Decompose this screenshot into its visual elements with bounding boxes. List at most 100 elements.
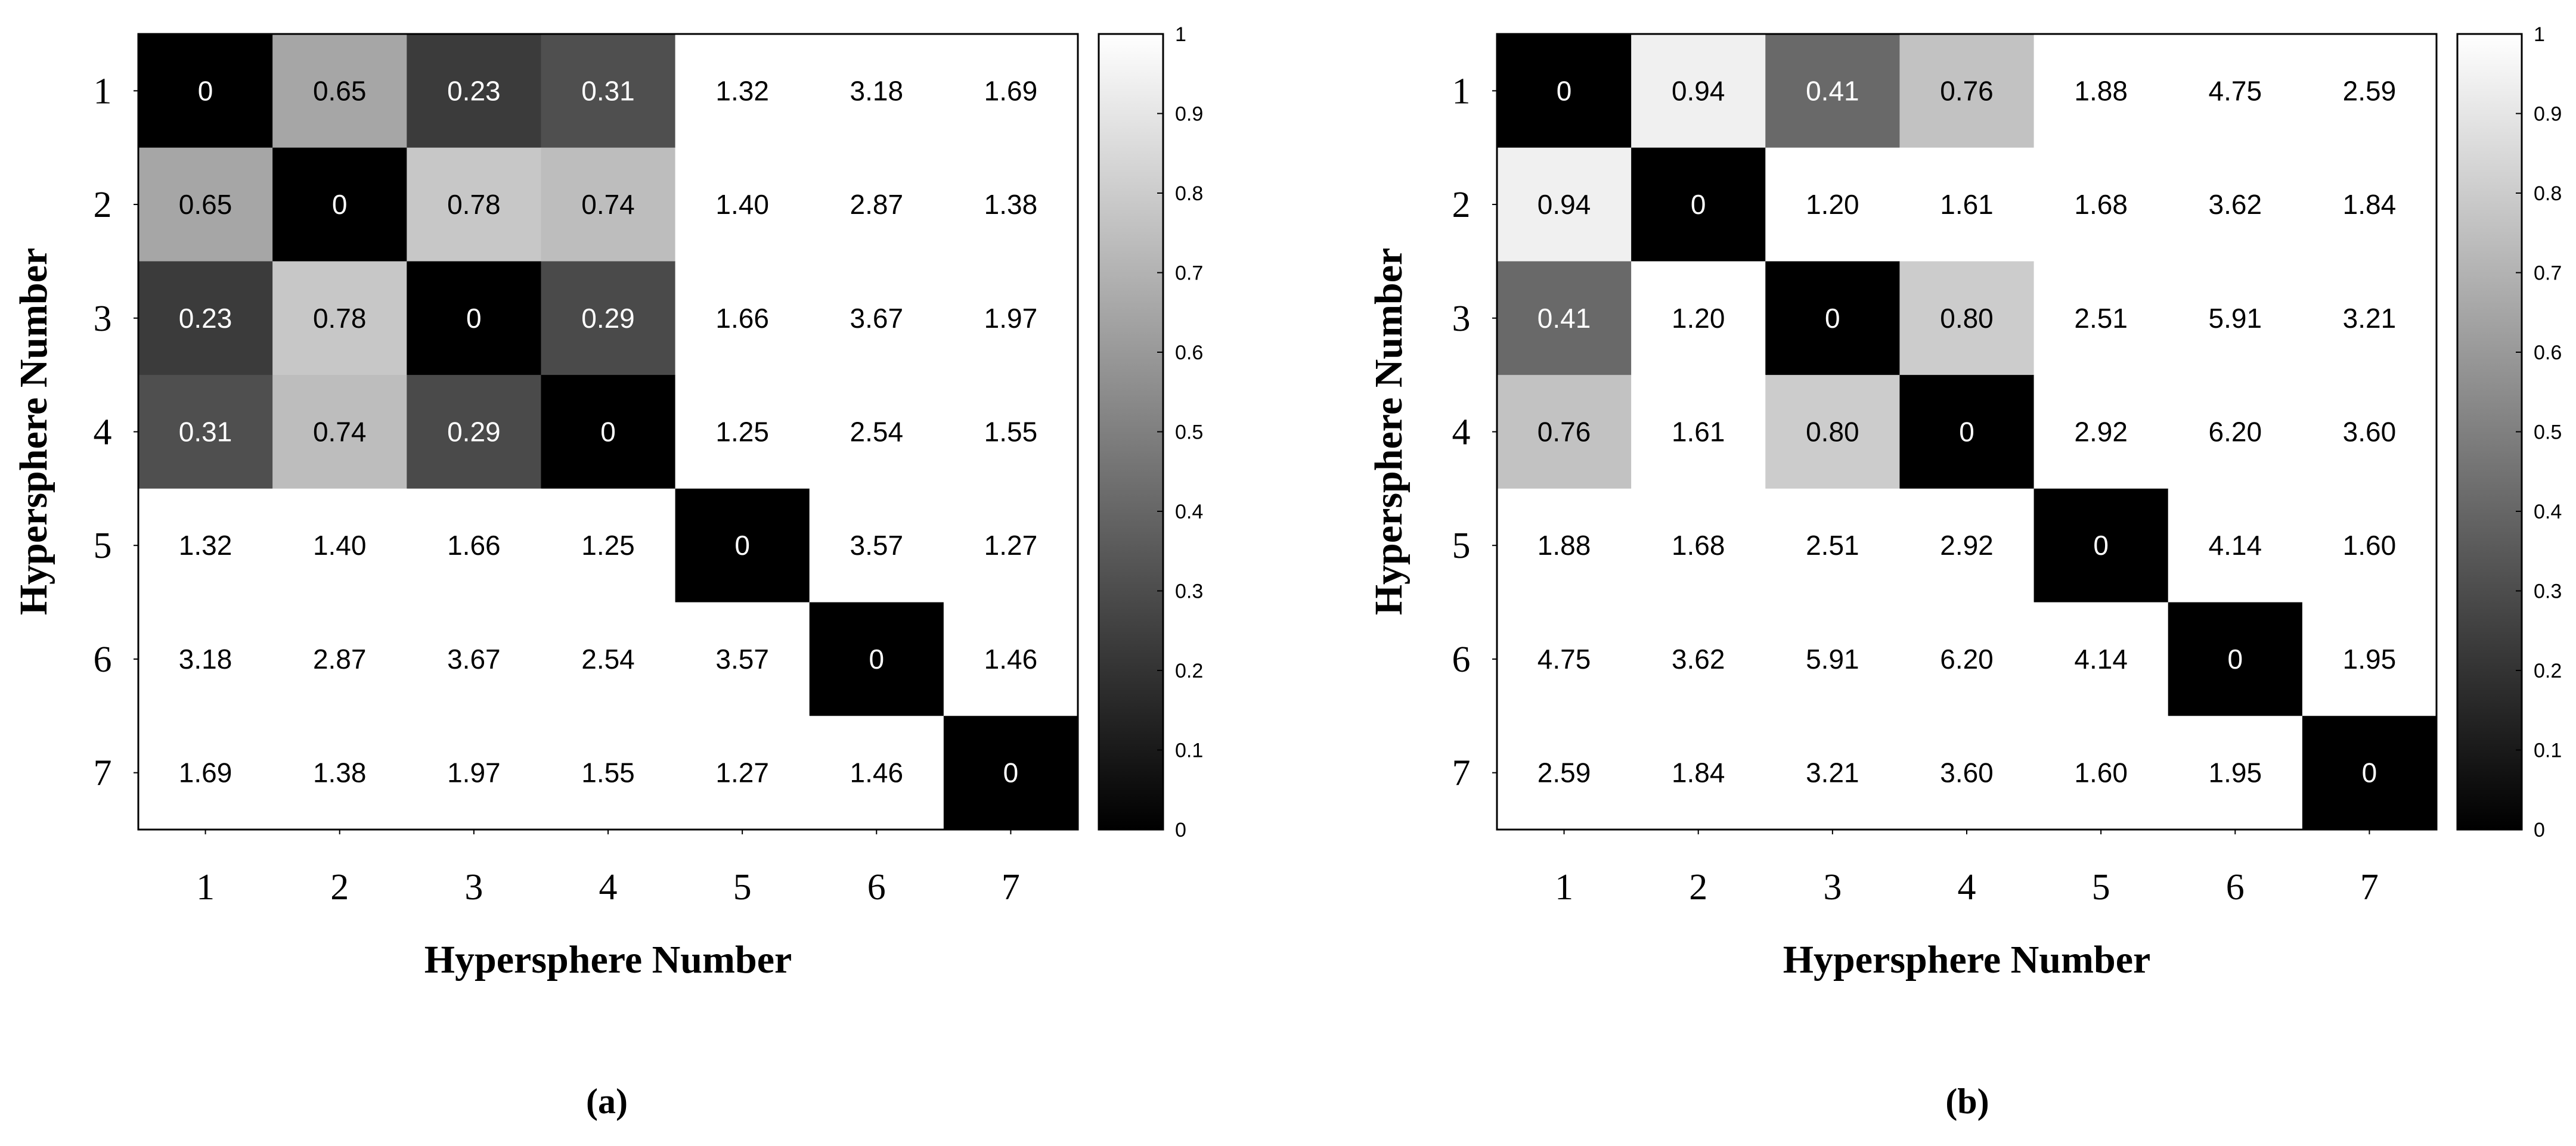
heatmap-cell bbox=[1765, 602, 1901, 716]
heatmap-cell bbox=[2302, 147, 2437, 262]
cell-value-label: 1.46 bbox=[850, 757, 904, 788]
x-tick-label: 2 bbox=[1689, 867, 1707, 908]
colorbar-tick-label: 0.8 bbox=[2534, 182, 2562, 205]
y-tick-label: 3 bbox=[94, 299, 112, 339]
heatmap-cell bbox=[541, 375, 676, 489]
cell-value-label: 1.88 bbox=[1537, 530, 1591, 561]
cell-value-label: 5.91 bbox=[1806, 644, 1859, 675]
cell-value-label: 0.23 bbox=[179, 303, 233, 334]
colorbar-tick-label: 0 bbox=[1175, 819, 1186, 841]
colorbar-a bbox=[1098, 33, 1164, 831]
colorbar-tick-label: 0.7 bbox=[1175, 262, 1203, 285]
heatmap-cell bbox=[1899, 261, 2035, 375]
panel-a: 0 0.65 0.23 0.31 1.32 3.18 1.690.65 0 0.78 0.74 1.… bbox=[12, 23, 1203, 1121]
heatmap-cell bbox=[1497, 375, 1632, 489]
cell-value-label: 5.91 bbox=[2209, 303, 2262, 334]
heatmap-cell bbox=[2033, 716, 2169, 830]
cell-value-label: 1.69 bbox=[984, 75, 1038, 106]
x-tick-label: 4 bbox=[1958, 867, 1976, 908]
cell-value-label: 0.41 bbox=[1537, 303, 1591, 334]
cell-value-label: 1.95 bbox=[2209, 757, 2262, 788]
cell-value-label: 2.87 bbox=[313, 644, 367, 675]
colorbar-a-ticks: 0 0.1 0.2 0.3 0.4 0.5 0.6 0.7 0.8 0.9 1 bbox=[1157, 23, 1203, 841]
cell-value-label: 0 bbox=[600, 417, 616, 448]
cell-value-label: 0 bbox=[1959, 417, 1974, 448]
x-tick-label: 7 bbox=[2360, 867, 2379, 908]
heatmap-cell bbox=[1899, 488, 2035, 603]
cell-value-label: 3.67 bbox=[447, 644, 501, 675]
heatmap-cell bbox=[407, 34, 542, 148]
cell-value-label: 1.38 bbox=[313, 757, 367, 788]
cell-value-label: 3.21 bbox=[2343, 303, 2397, 334]
x-axis-label-a: Hypersphere Number bbox=[424, 938, 792, 982]
cell-value-label: 3.62 bbox=[1672, 644, 1725, 675]
heatmap-cell bbox=[1497, 34, 1632, 148]
x-tick-label: 3 bbox=[1823, 867, 1842, 908]
heatmap-cell bbox=[675, 34, 810, 148]
heatmap-cell bbox=[675, 375, 810, 489]
heatmap-cell bbox=[1497, 602, 1632, 716]
cell-value-label: 1.69 bbox=[179, 757, 233, 788]
heatmap-cell bbox=[1899, 375, 2035, 489]
heatmap-cell bbox=[2033, 34, 2169, 148]
heatmap-cell bbox=[675, 716, 810, 830]
cell-value-label: 0.74 bbox=[313, 417, 367, 448]
heatmap-cell bbox=[541, 261, 676, 375]
cell-value-label: 6.20 bbox=[1940, 644, 1994, 675]
cell-value-label: 0.80 bbox=[1806, 417, 1859, 448]
cell-value-label: 1.40 bbox=[715, 189, 769, 220]
heatmap-cell bbox=[1631, 34, 1766, 148]
colorbar-tick-label: 0.1 bbox=[2534, 740, 2562, 762]
heatmap-cell bbox=[2302, 261, 2437, 375]
cell-value-label: 3.21 bbox=[1806, 757, 1859, 788]
heatmap-cell bbox=[541, 602, 676, 716]
heatmap-cell bbox=[809, 488, 944, 603]
y-axis-label-b: Hypersphere Number bbox=[1367, 248, 1411, 616]
cell-value-label: 1.32 bbox=[179, 530, 233, 561]
cell-value-label: 0 bbox=[869, 644, 884, 675]
cell-value-label: 1.95 bbox=[2343, 644, 2397, 675]
cell-value-label: 4.75 bbox=[2209, 75, 2262, 106]
cell-value-label: 1.25 bbox=[581, 530, 635, 561]
heatmap-cell bbox=[943, 488, 1078, 603]
cell-value-label: 0 bbox=[332, 189, 348, 220]
heatmap-cell bbox=[138, 147, 273, 262]
heatmap-cell bbox=[2302, 488, 2437, 603]
cell-value-label: 3.60 bbox=[2343, 417, 2397, 448]
heatmap-cell bbox=[407, 488, 542, 603]
cell-value-label: 1.66 bbox=[715, 303, 769, 334]
cell-value-label: 4.14 bbox=[2074, 644, 2128, 675]
x-tick-label: 6 bbox=[2226, 867, 2245, 908]
heatmap-b-ticks: 1 2 3 4 5 6 7 1 2 3 4 5 6 7 bbox=[1452, 71, 2379, 908]
cell-value-label: 0.31 bbox=[581, 75, 635, 106]
cell-value-label: 0.78 bbox=[447, 189, 501, 220]
x-tick-label: 7 bbox=[1002, 867, 1020, 908]
colorbar-tick-label: 0.6 bbox=[1175, 341, 1203, 364]
cell-value-label: 0.31 bbox=[179, 417, 233, 448]
heatmap-cell bbox=[809, 261, 944, 375]
panel-label-a: (a) bbox=[586, 1082, 628, 1121]
y-tick-label: 4 bbox=[94, 412, 112, 453]
colorbar-tick-label: 0.3 bbox=[2534, 580, 2562, 603]
heatmap-cell bbox=[2302, 375, 2437, 489]
heatmap-cell bbox=[1631, 488, 1766, 603]
heatmap-cell bbox=[2168, 261, 2303, 375]
y-tick-label: 1 bbox=[94, 71, 112, 111]
cell-value-label: 1.32 bbox=[715, 75, 769, 106]
cell-value-label: 1.55 bbox=[581, 757, 635, 788]
heatmap-cell bbox=[407, 261, 542, 375]
y-tick-label: 5 bbox=[94, 526, 112, 566]
cell-value-label: 1.61 bbox=[1940, 189, 1994, 220]
heatmap-cell bbox=[2033, 261, 2169, 375]
heatmap-cell bbox=[2168, 716, 2303, 830]
y-tick-label: 3 bbox=[1452, 299, 1471, 339]
heatmap-cell bbox=[1631, 261, 1766, 375]
cell-value-label: 4.14 bbox=[2209, 530, 2262, 561]
cell-value-label: 0.74 bbox=[581, 189, 635, 220]
colorbar-tick-label: 0 bbox=[2534, 819, 2545, 841]
cell-value-label: 1.97 bbox=[984, 303, 1038, 334]
x-tick-label: 5 bbox=[2092, 867, 2110, 908]
cell-value-label: 0.23 bbox=[447, 75, 501, 106]
cell-value-label: 1.88 bbox=[2074, 75, 2128, 106]
